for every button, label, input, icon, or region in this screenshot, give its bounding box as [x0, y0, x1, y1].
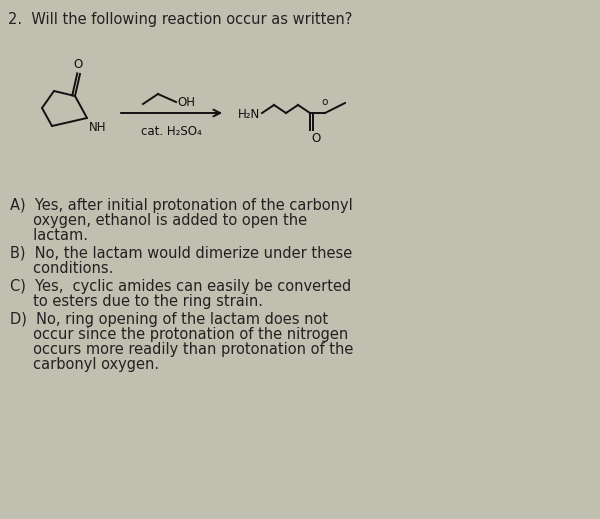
Text: carbonyl oxygen.: carbonyl oxygen.	[10, 357, 159, 372]
Text: 2.  Will the following reaction occur as written?: 2. Will the following reaction occur as …	[8, 12, 352, 27]
Text: OH: OH	[177, 95, 195, 108]
Text: O: O	[73, 58, 83, 71]
Text: D)  No, ring opening of the lactam does not: D) No, ring opening of the lactam does n…	[10, 312, 328, 327]
Text: conditions.: conditions.	[10, 261, 113, 276]
Text: B)  No, the lactam would dimerize under these: B) No, the lactam would dimerize under t…	[10, 246, 352, 261]
Text: cat. H₂SO₄: cat. H₂SO₄	[141, 125, 202, 138]
Text: A)  Yes, after initial protonation of the carbonyl: A) Yes, after initial protonation of the…	[10, 198, 353, 213]
Text: to esters due to the ring strain.: to esters due to the ring strain.	[10, 294, 263, 309]
Text: NH: NH	[89, 121, 107, 134]
Text: occur since the protonation of the nitrogen: occur since the protonation of the nitro…	[10, 327, 348, 342]
Text: o: o	[322, 97, 328, 107]
Text: H₂N: H₂N	[238, 107, 260, 120]
Text: O: O	[311, 132, 320, 145]
Text: lactam.: lactam.	[10, 228, 88, 243]
Text: occurs more readily than protonation of the: occurs more readily than protonation of …	[10, 342, 353, 357]
Text: oxygen, ethanol is added to open the: oxygen, ethanol is added to open the	[10, 213, 307, 228]
Text: C)  Yes,  cyclic amides can easily be converted: C) Yes, cyclic amides can easily be conv…	[10, 279, 351, 294]
